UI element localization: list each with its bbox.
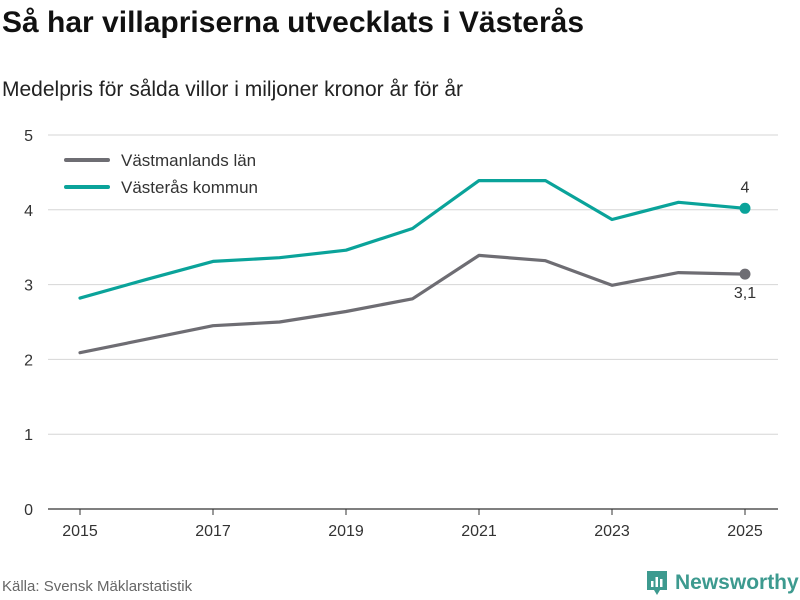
x-tick-label: 2015 bbox=[62, 523, 98, 540]
source-note: Källa: Svensk Mäklarstatistik bbox=[2, 578, 193, 595]
y-tick-label: 4 bbox=[24, 203, 33, 220]
x-tick-label: 2021 bbox=[461, 523, 497, 540]
series-end-label-0: 3,1 bbox=[734, 285, 756, 302]
y-tick-label: 2 bbox=[24, 352, 33, 369]
brand-name: Newsworthy bbox=[675, 571, 799, 594]
x-tick-label: 2023 bbox=[594, 523, 630, 540]
x-tick-label: 2019 bbox=[328, 523, 364, 540]
legend-label-0: Västmanlands län bbox=[121, 151, 256, 170]
y-tick-label: 3 bbox=[24, 278, 33, 295]
series-end-point-0 bbox=[739, 268, 751, 280]
newsworthy-logo: Newsworthy bbox=[645, 569, 799, 597]
series-end-label-1: 4 bbox=[741, 179, 750, 196]
newsworthy-icon bbox=[647, 571, 667, 595]
series-line-0 bbox=[78, 253, 747, 355]
y-tick-label: 5 bbox=[24, 128, 33, 145]
legend-label-1: Västerås kommun bbox=[121, 178, 258, 197]
x-tick-label: 2017 bbox=[195, 523, 231, 540]
series-end-point-1 bbox=[739, 202, 751, 214]
y-tick-label: 1 bbox=[24, 427, 33, 444]
chart-subtitle: Medelpris för sålda villor i miljoner kr… bbox=[2, 78, 463, 101]
chart-title: Så har villapriserna utvecklats i Väster… bbox=[2, 6, 584, 39]
y-tick-label: 0 bbox=[24, 502, 33, 519]
series-line-1 bbox=[78, 179, 747, 300]
x-tick-label: 2025 bbox=[727, 523, 763, 540]
